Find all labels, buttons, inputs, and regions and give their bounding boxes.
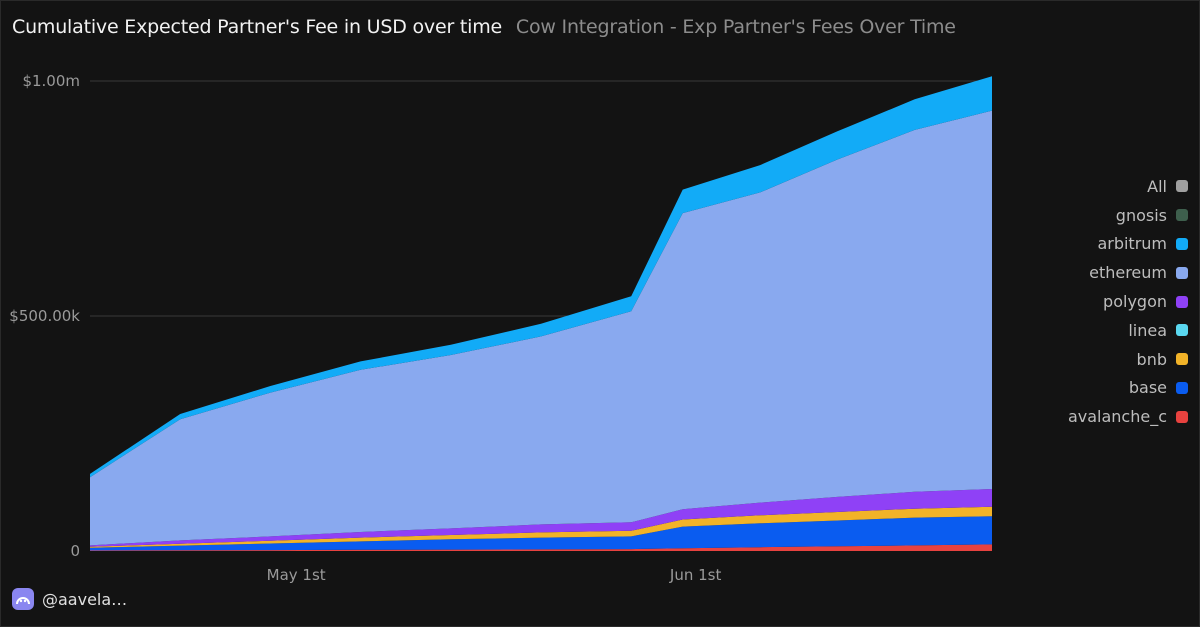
area-ethereum[interactable] xyxy=(90,110,992,546)
author-footer[interactable]: @aavela… xyxy=(12,588,127,610)
area-avalanche-c[interactable] xyxy=(90,544,992,551)
legend-item-avalanche-c[interactable]: avalanche_c xyxy=(1068,402,1188,431)
area-polygon[interactable] xyxy=(90,489,992,547)
y-tick-label: $500.00k xyxy=(9,307,80,325)
chart-title: Cumulative Expected Partner's Fee in USD… xyxy=(12,16,503,38)
legend-label: avalanche_c xyxy=(1067,407,1167,427)
author-username[interactable]: @aavela… xyxy=(42,589,128,609)
legend-label: base xyxy=(1128,378,1167,398)
legend-item-all[interactable]: All xyxy=(1147,172,1188,201)
legend-item-base[interactable]: base xyxy=(1129,374,1188,403)
area-series xyxy=(90,76,992,551)
x-tick-label: Jun 1st xyxy=(669,566,722,584)
legend-swatch xyxy=(1176,410,1188,423)
legend-label: linea xyxy=(1128,320,1167,340)
legend-swatch xyxy=(1176,324,1188,337)
legend-item-ethereum[interactable]: ethereum xyxy=(1089,258,1188,287)
legend-swatch xyxy=(1176,295,1188,308)
legend-label: ethereum xyxy=(1089,263,1167,283)
axis-labels: 0 $500.00k $1.00m May 1st Jun 1st xyxy=(9,72,721,584)
area-base[interactable] xyxy=(90,516,992,551)
legend-label: gnosis xyxy=(1115,205,1167,225)
legend-item-polygon[interactable]: polygon xyxy=(1103,287,1188,316)
y-tick-label: $1.00m xyxy=(22,72,80,90)
legend-label: All xyxy=(1147,176,1167,196)
legend-swatch xyxy=(1176,353,1188,366)
avatar[interactable] xyxy=(12,588,34,610)
legend-swatch xyxy=(1176,266,1188,279)
legend-label: arbitrum xyxy=(1097,234,1167,254)
legend-label: bnb xyxy=(1136,349,1167,369)
legend-swatch xyxy=(1176,180,1188,193)
area-arbitrum[interactable] xyxy=(90,76,992,478)
legend-item-arbitrum[interactable]: arbitrum xyxy=(1097,230,1188,259)
legend-label: polygon xyxy=(1103,292,1167,312)
area-bnb[interactable] xyxy=(90,506,992,548)
legend-swatch xyxy=(1176,209,1188,222)
x-tick-label: May 1st xyxy=(267,566,326,584)
dune-logo-icon xyxy=(16,597,30,605)
chart-subtitle[interactable]: Cow Integration - Exp Partner's Fees Ove… xyxy=(515,16,956,38)
legend-swatch xyxy=(1176,237,1188,250)
chart-header: Cumulative Expected Partner's Fee in USD… xyxy=(12,16,956,38)
y-tick-label: 0 xyxy=(70,542,80,560)
legend-item-gnosis[interactable]: gnosis xyxy=(1116,201,1188,230)
legend-item-bnb[interactable]: bnb xyxy=(1137,345,1188,374)
chart-legend: All gnosis arbitrum ethereum polygon linea bnb… xyxy=(1068,172,1188,431)
legend-swatch xyxy=(1176,381,1188,394)
legend-item-linea[interactable]: linea xyxy=(1128,316,1188,345)
